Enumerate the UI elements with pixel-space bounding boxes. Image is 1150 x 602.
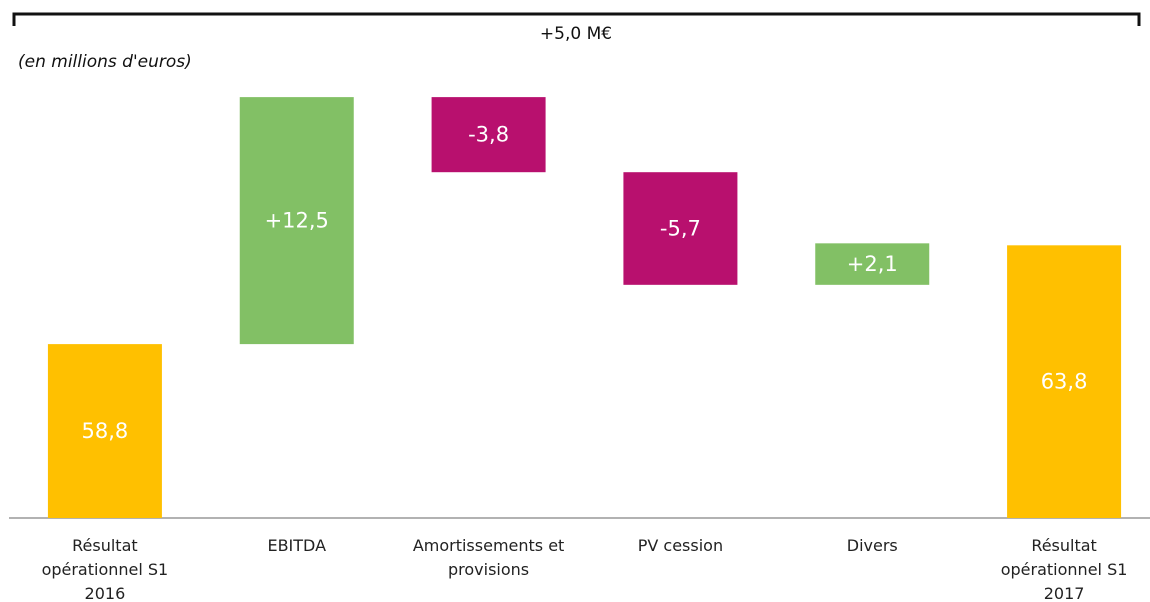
value-label: 58,8	[82, 419, 129, 443]
x-tick-label: PV cession	[637, 536, 724, 555]
value-label: -3,8	[468, 123, 509, 147]
bar	[623, 172, 738, 285]
x-tick-label: Divers	[846, 536, 898, 555]
annotation: +5,0 M€	[540, 24, 612, 44]
x-tick-label: Résultat opérationnel S1 2017	[1000, 536, 1128, 602]
value-label: -5,7	[660, 217, 701, 241]
bar	[815, 243, 930, 285]
bar	[431, 97, 546, 173]
value-label: +12,5	[265, 209, 329, 233]
bar	[1007, 245, 1122, 518]
x-tick-label: Résultat opérationnel S1 2016	[41, 536, 169, 602]
x-tick-label: Amortissements et provisions	[412, 536, 565, 579]
value-label: +2,1	[847, 252, 898, 276]
bar	[47, 344, 162, 518]
subtitle: (en millions d'euros)	[18, 52, 192, 72]
value-label: 63,8	[1041, 370, 1088, 394]
bar	[239, 97, 354, 345]
x-tick-label: EBITDA	[267, 536, 327, 555]
bracket	[12, 12, 1141, 26]
